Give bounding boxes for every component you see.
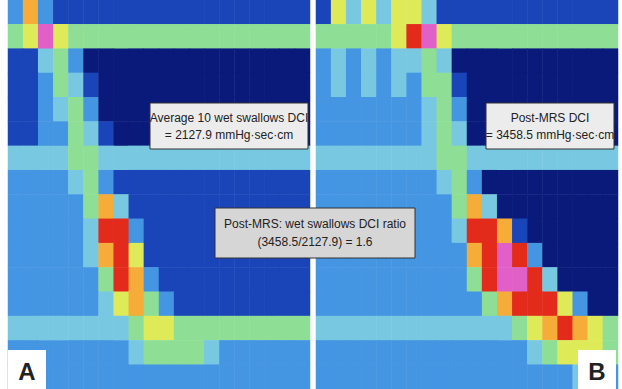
svg-text:Average 10 wet swallows DCI: Average 10 wet swallows DCI — [150, 111, 309, 125]
svg-text:A: A — [18, 358, 35, 385]
svg-text:Post-MRS: wet swallows DCI rat: Post-MRS: wet swallows DCI ratio — [224, 217, 406, 231]
svg-text:B: B — [588, 358, 605, 385]
svg-text:= 3458.5 mmHg·sec·cm: = 3458.5 mmHg·sec·cm — [486, 128, 614, 142]
svg-text:Post-MRS DCI: Post-MRS DCI — [511, 111, 590, 125]
svg-text:= 2127.9 mmHg·sec·cm: = 2127.9 mmHg·sec·cm — [165, 128, 293, 142]
svg-text:(3458.5/2127.9) = 1.6: (3458.5/2127.9) = 1.6 — [257, 235, 372, 249]
